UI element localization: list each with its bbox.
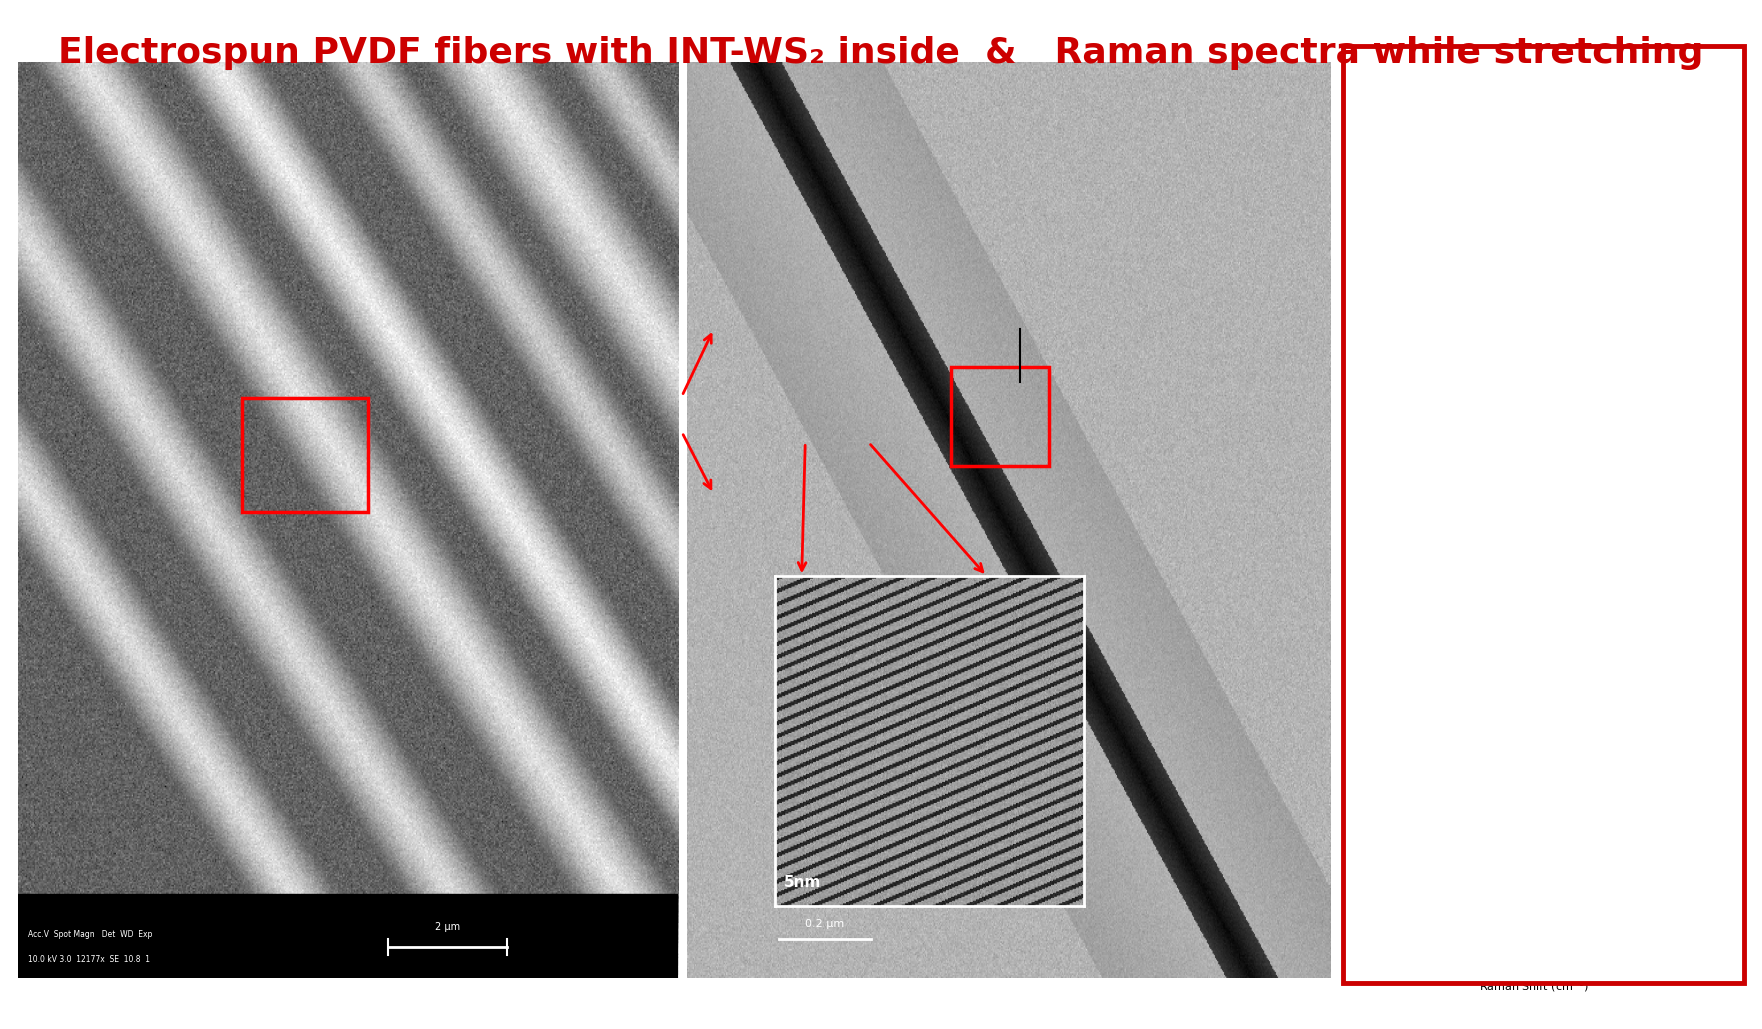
Text: 2 μm: 2 μm [435,922,460,932]
X-axis label: Raman Shift (cm$^{-1}$): Raman Shift (cm$^{-1}$) [1478,978,1589,995]
Text: 10.0 kV 3.0  12177x  SE  10.8  1: 10.0 kV 3.0 12177x SE 10.8 1 [28,955,150,964]
Text: 0: 0 [1692,948,1699,958]
Text: 0.69: 0.69 [1683,546,1706,557]
Text: $E^2$
$_{2g}$: $E^2$ $_{2g}$ [1683,114,1699,149]
Text: 2LA(M): 2LA(M) [1410,558,1450,568]
Text: NT-WS$_2$: NT-WS$_2$ [1674,328,1716,342]
Text: 2H-WS$_2$: 2H-WS$_2$ [1600,442,1644,457]
Text: Acc.V  Spot Magn   Det  WD  Exp: Acc.V Spot Magn Det WD Exp [28,930,153,939]
Bar [18,893,678,978]
Text: 0.2 μm: 0.2 μm [805,919,844,929]
Text: $\mathit{E}^1_{2g}$: $\mathit{E}^1_{2g}$ [1470,535,1491,558]
Text: 5nm: 5nm [784,876,821,890]
Bar [951,367,1048,466]
Text: Stretch
(mm): Stretch (mm) [1676,534,1713,556]
Text: $\mathit{A}_{1g}$: $\mathit{A}_{1g}$ [1602,538,1623,556]
Text: $E^2$$_{2g}$: $E^2$$_{2g}$ [1683,129,1711,149]
X-axis label: Raman Shift (cm$^{-1}$): Raman Shift (cm$^{-1}$) [1491,504,1600,522]
Text: $E_L$=2.33 eV: $E_L$=2.33 eV [1371,80,1441,96]
Y-axis label: Intensity (arb. units): Intensity (arb. units) [1350,213,1359,327]
Bar [243,397,368,512]
Text: Electrospun PVDF fibers with INT-WS₂ inside  &   Raman spectra while stretching: Electrospun PVDF fibers with INT-WS₂ ins… [58,36,1704,70]
